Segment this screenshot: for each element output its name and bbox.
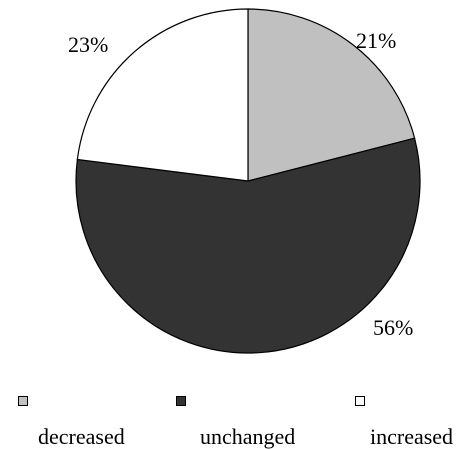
pie-slice-increased: [76, 8, 249, 182]
slice-label-unchanged: 56%: [373, 315, 414, 340]
pie-slice-unchanged: [75, 137, 421, 354]
legend-label-decreased: decreased: [38, 424, 125, 449]
pie-slice-decreased: [247, 8, 416, 182]
legend-label-increased: increased: [370, 424, 454, 449]
legend-label-unchanged: unchanged: [200, 424, 296, 449]
legend-swatch-unchanged: [176, 396, 186, 406]
legend-swatch-increased: [355, 396, 365, 406]
pie-chart: [75, 8, 421, 354]
slice-label-increased: 23%: [68, 32, 109, 57]
slice-label-decreased: 21%: [356, 28, 397, 53]
legend-swatch-decreased: [18, 396, 28, 406]
